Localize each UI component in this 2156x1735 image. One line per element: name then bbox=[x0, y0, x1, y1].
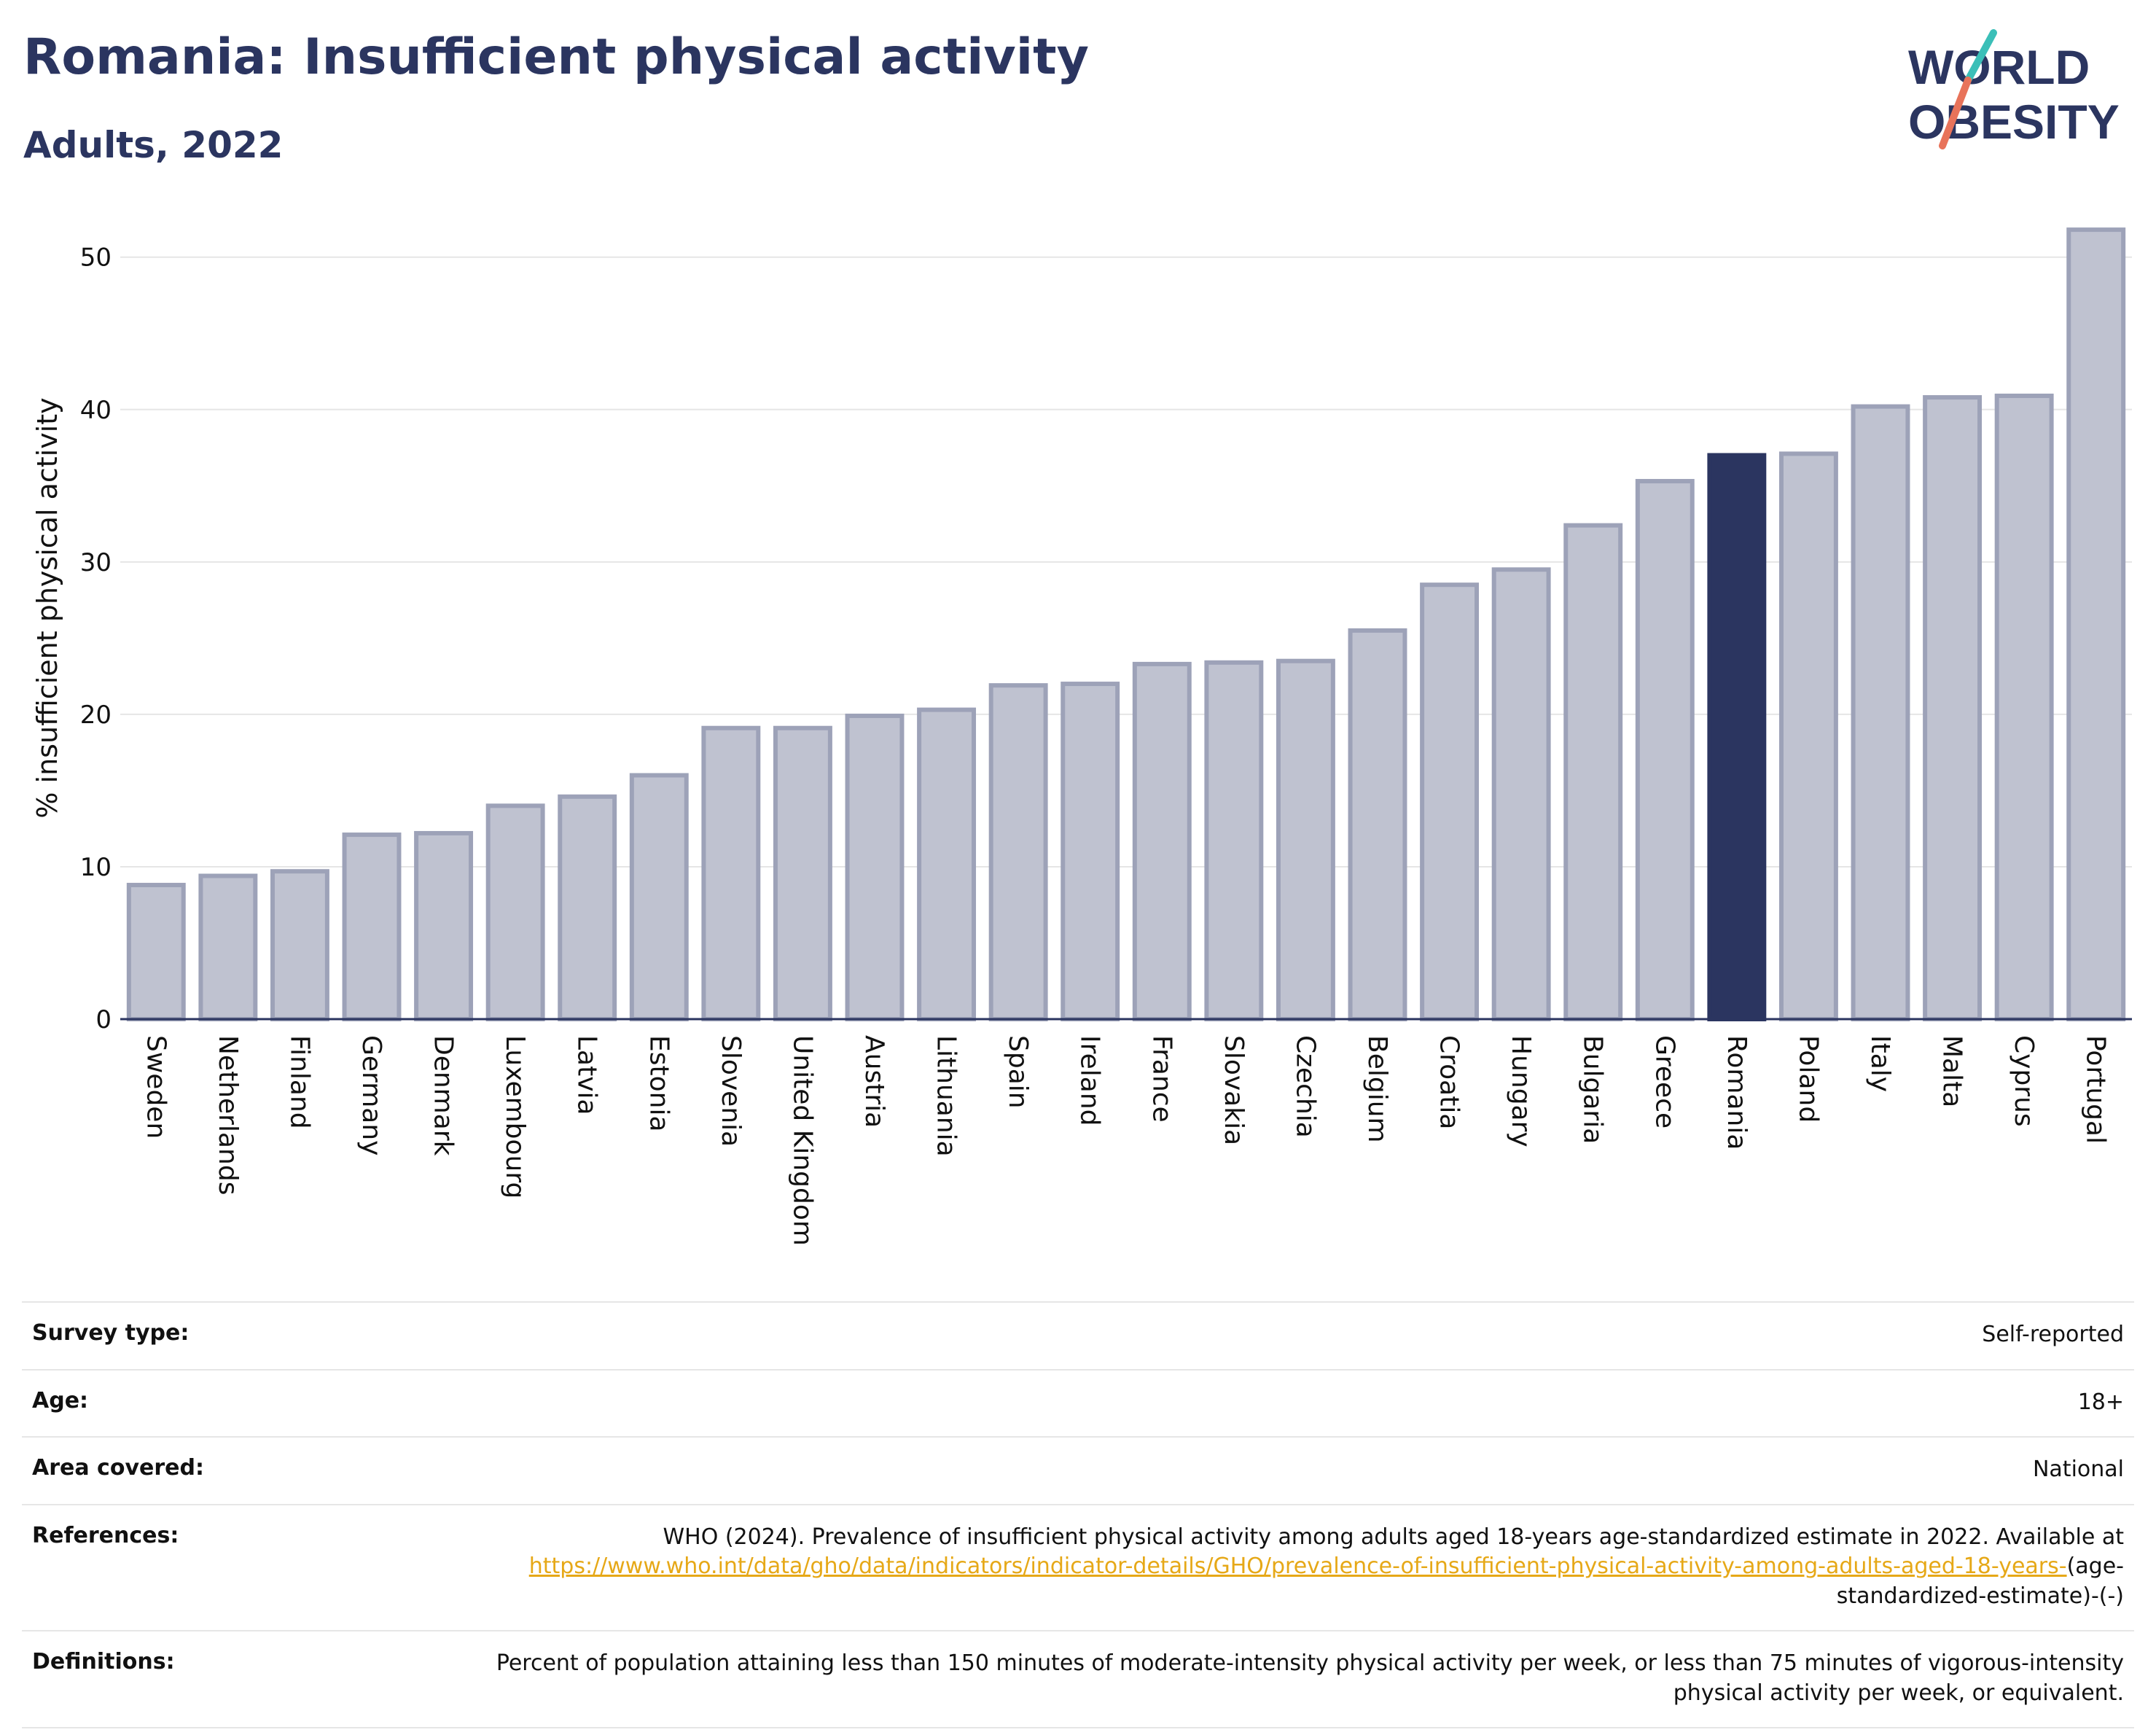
survey-type-value: Self-reported bbox=[1982, 1322, 2124, 1347]
y-tick-label: 0 bbox=[95, 1005, 112, 1034]
age-value: 18+ bbox=[2077, 1389, 2124, 1415]
x-tick-label: Bulgaria bbox=[1578, 1035, 1608, 1144]
bar-czechia bbox=[1276, 658, 1335, 1021]
x-tick-label: Luxembourg bbox=[500, 1035, 530, 1198]
logo-line-2: OBESITY bbox=[1908, 95, 2120, 149]
bar-luxembourg bbox=[485, 803, 545, 1021]
age-row: Age: 18+ bbox=[22, 1368, 2134, 1437]
x-tick-label: Netherlands bbox=[213, 1035, 243, 1195]
x-tick-label: Portugal bbox=[2081, 1035, 2111, 1144]
references-row: References: WHO (2024). Prevalence of in… bbox=[22, 1503, 2134, 1631]
bar-cyprus bbox=[1994, 393, 2054, 1021]
references-label: References: bbox=[32, 1522, 179, 1548]
logo-slash-coral bbox=[1939, 77, 1972, 149]
y-tick-label: 30 bbox=[80, 548, 112, 577]
area-label: Area covered: bbox=[32, 1455, 204, 1481]
age-label: Age: bbox=[32, 1387, 89, 1414]
definitions-label: Definitions: bbox=[32, 1649, 175, 1674]
bar-netherlands bbox=[198, 873, 258, 1022]
x-tick-label: Slovenia bbox=[716, 1035, 746, 1147]
bar-greece bbox=[1635, 479, 1695, 1021]
bar-france bbox=[1132, 661, 1192, 1022]
page-title: Romania: Insufficient physical activity bbox=[23, 28, 1089, 86]
y-axis-label: % insufficient physical activity bbox=[31, 397, 63, 818]
x-tick-label: Austria bbox=[859, 1035, 889, 1128]
bar-belgium bbox=[1348, 628, 1407, 1021]
x-tick-label: Ireland bbox=[1075, 1035, 1105, 1126]
bar-bulgaria bbox=[1563, 523, 1623, 1021]
x-tick-label: Lithuania bbox=[931, 1035, 961, 1157]
x-tick-label: Italy bbox=[1865, 1035, 1895, 1092]
bar-italy bbox=[1851, 404, 1910, 1021]
y-tick-label: 20 bbox=[80, 701, 112, 730]
bar-slovenia bbox=[701, 725, 761, 1022]
x-tick-label: Estonia bbox=[644, 1035, 673, 1132]
y-tick-label: 10 bbox=[80, 853, 112, 882]
bar-denmark bbox=[414, 830, 474, 1021]
x-tick-label: Hungary bbox=[1506, 1035, 1536, 1147]
bar-croatia bbox=[1420, 582, 1480, 1021]
x-tick-label: Latvia bbox=[572, 1035, 602, 1115]
bar-malta bbox=[1923, 395, 1983, 1021]
info-table: Survey type: Self-reported Age: 18+ Area… bbox=[22, 1301, 2134, 1728]
logo-slash-teal bbox=[1964, 29, 1997, 84]
x-tick-label: Sweden bbox=[141, 1035, 171, 1139]
definitions-value: Percent of population attaining less tha… bbox=[496, 1650, 2124, 1706]
bar-portugal bbox=[2066, 227, 2126, 1021]
x-tick-label: Croatia bbox=[1434, 1035, 1464, 1129]
x-tick-label: Greece bbox=[1649, 1035, 1679, 1128]
bar-austria bbox=[845, 713, 905, 1021]
x-tick-label: Belgium bbox=[1362, 1035, 1392, 1143]
x-tick-label: Czechia bbox=[1290, 1035, 1320, 1138]
survey-type-label: Survey type: bbox=[32, 1320, 190, 1346]
logo-line-1: WORLD bbox=[1908, 40, 2090, 94]
y-tick-label: 40 bbox=[80, 396, 112, 425]
bar-chart: 0 10 20 30 40 50 % insufficient physical activ… bbox=[31, 227, 2132, 1246]
references-link[interactable]: https://www.who.int/data/gho/data/indica… bbox=[528, 1553, 2067, 1579]
page-subtitle: Adults, 2022 bbox=[23, 124, 284, 166]
y-tick-label: 50 bbox=[80, 243, 112, 273]
references-suffix: (age-standardized-estimate)-(-) bbox=[1836, 1553, 2124, 1609]
survey-type-row: Survey type: Self-reported bbox=[22, 1301, 2134, 1369]
bar-finland bbox=[270, 869, 329, 1021]
x-tick-label: Cyprus bbox=[2009, 1035, 2039, 1127]
x-tick-label: Spain bbox=[1003, 1035, 1033, 1109]
bar-romania bbox=[1707, 453, 1767, 1022]
x-tick-label: France bbox=[1147, 1035, 1176, 1123]
references-text: WHO (2024). Prevalence of insufficient p… bbox=[663, 1524, 2124, 1550]
bar-germany bbox=[342, 833, 402, 1021]
area-row: Area covered: National bbox=[22, 1436, 2134, 1504]
bar-poland bbox=[1778, 451, 1838, 1021]
bar-ireland bbox=[1061, 682, 1120, 1022]
x-tick-label: Malta bbox=[1937, 1035, 1967, 1107]
x-tick-label: Germany bbox=[356, 1035, 386, 1155]
bar-spain bbox=[988, 683, 1048, 1021]
references-value: WHO (2024). Prevalence of insufficient p… bbox=[448, 1523, 2124, 1612]
definitions-row: Definitions: Percent of population attai… bbox=[22, 1630, 2134, 1728]
x-tick-label: United Kingdom bbox=[787, 1035, 817, 1246]
x-tick-label: Romania bbox=[1722, 1035, 1751, 1150]
x-tick-label: Slovakia bbox=[1219, 1035, 1249, 1145]
bar-united-kingdom bbox=[773, 725, 832, 1022]
bar-sweden bbox=[126, 883, 186, 1022]
area-value: National bbox=[2032, 1457, 2124, 1482]
x-tick-label: Denmark bbox=[429, 1035, 458, 1156]
bar-estonia bbox=[629, 773, 689, 1022]
bar-hungary bbox=[1491, 567, 1551, 1021]
bar-latvia bbox=[558, 794, 617, 1021]
x-tick-label: Poland bbox=[1793, 1035, 1823, 1123]
x-tick-label: Finland bbox=[284, 1035, 314, 1129]
bar-slovakia bbox=[1204, 660, 1264, 1021]
world-obesity-logo: WORLD OBESITY bbox=[1908, 29, 2120, 149]
bar-lithuania bbox=[917, 707, 977, 1022]
